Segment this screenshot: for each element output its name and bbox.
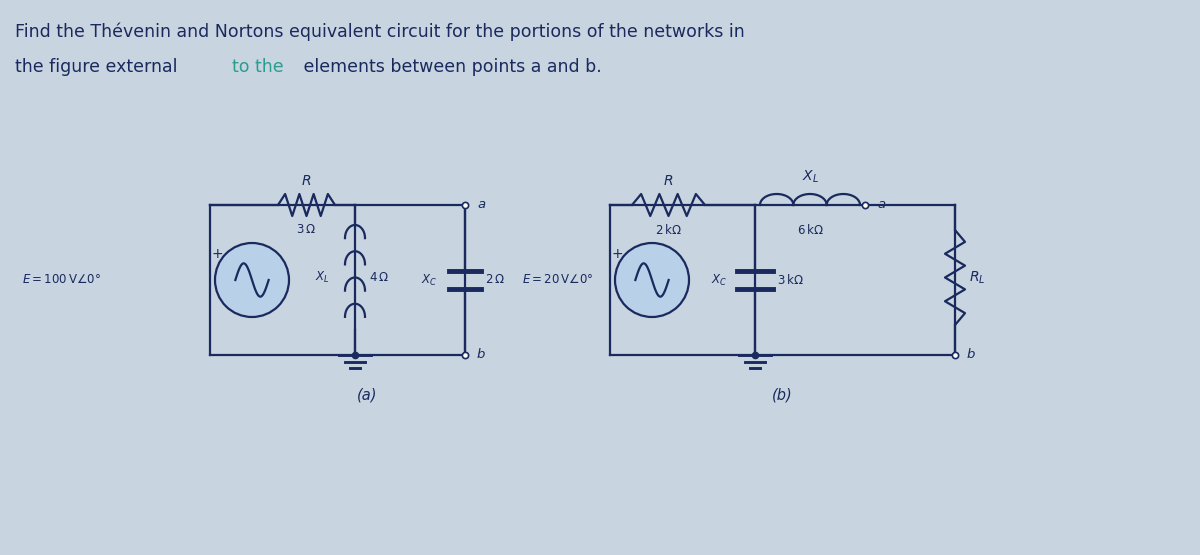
Text: $6\,\mathrm{k}\Omega$: $6\,\mathrm{k}\Omega$: [797, 223, 823, 237]
Text: $3\,\mathrm{k}\Omega$: $3\,\mathrm{k}\Omega$: [778, 273, 804, 287]
Text: Find the Thévenin and Nortons equivalent circuit for the portions of the network: Find the Thévenin and Nortons equivalent…: [14, 23, 745, 42]
Text: elements between points a and b.: elements between points a and b.: [299, 58, 602, 76]
Text: a: a: [877, 199, 886, 211]
Text: +: +: [211, 247, 223, 261]
Text: $2\,\Omega$: $2\,\Omega$: [485, 274, 505, 286]
Text: to the: to the: [232, 58, 283, 76]
Text: $E = 20\,\mathrm{V}\angle 0°$: $E = 20\,\mathrm{V}\angle 0°$: [522, 274, 594, 286]
Text: (a): (a): [358, 387, 378, 402]
Text: $X_L$: $X_L$: [316, 270, 330, 285]
Text: the figure external: the figure external: [14, 58, 182, 76]
Text: a: a: [478, 199, 485, 211]
Text: $R_L$: $R_L$: [970, 269, 985, 286]
Text: $2\,\mathrm{k}\Omega$: $2\,\mathrm{k}\Omega$: [655, 223, 682, 237]
Text: $X_L$: $X_L$: [802, 169, 818, 185]
Text: $E = 100\,\mathrm{V}\angle 0°$: $E = 100\,\mathrm{V}\angle 0°$: [22, 274, 101, 286]
Text: $R$: $R$: [301, 174, 312, 188]
Circle shape: [215, 243, 289, 317]
Text: b: b: [967, 349, 976, 361]
Text: $X_C$: $X_C$: [710, 273, 727, 287]
Text: (b): (b): [772, 387, 793, 402]
Text: $X_C$: $X_C$: [421, 273, 437, 287]
Text: +: +: [611, 247, 623, 261]
Circle shape: [616, 243, 689, 317]
Text: $4\,\Omega$: $4\,\Omega$: [370, 271, 389, 284]
Text: b: b: [478, 349, 485, 361]
Text: $R$: $R$: [664, 174, 673, 188]
Text: $3\,\Omega$: $3\,\Omega$: [296, 223, 317, 236]
